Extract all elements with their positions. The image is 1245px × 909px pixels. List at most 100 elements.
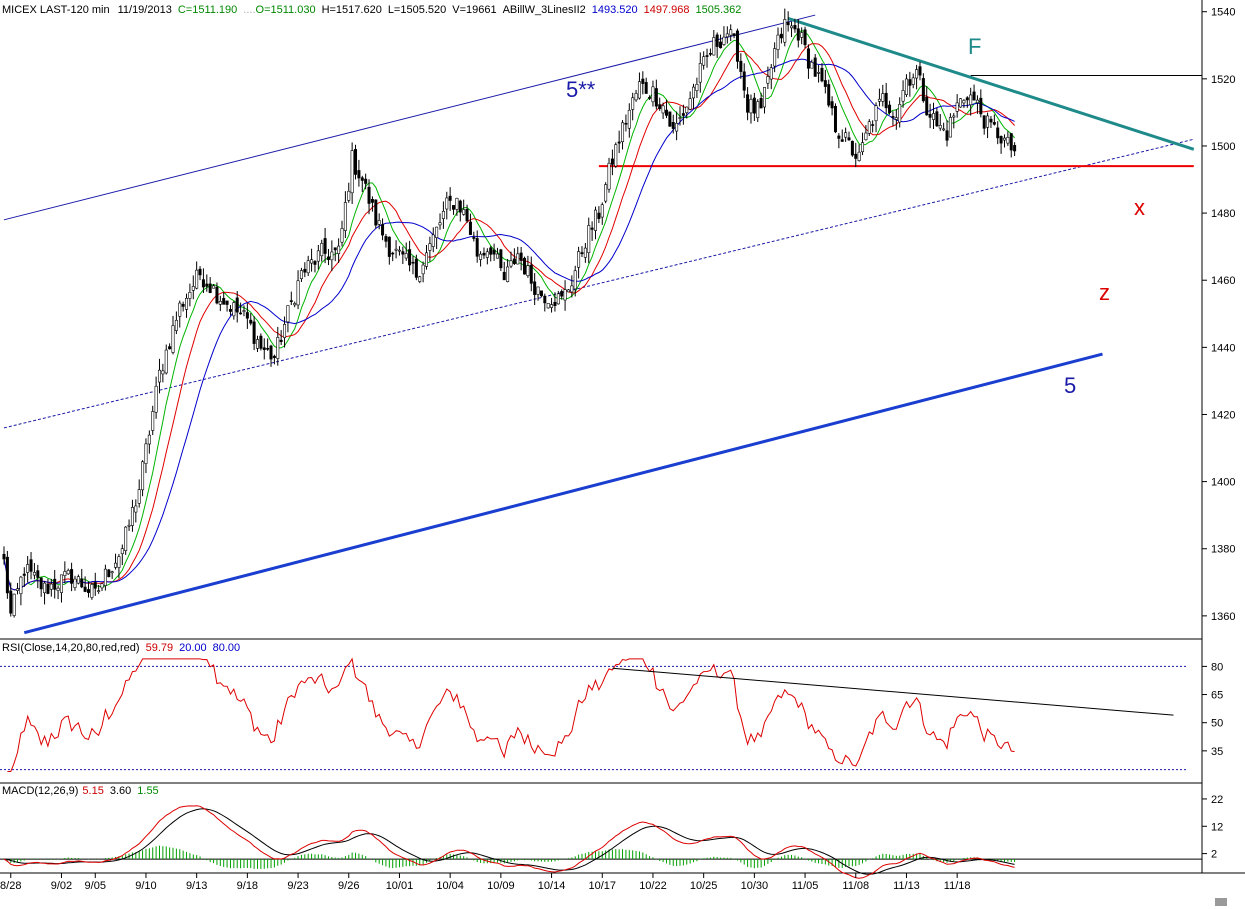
candle-body: [877, 98, 881, 102]
candle-body: [637, 81, 641, 99]
candle-body: [722, 36, 726, 45]
candle-body: [12, 593, 16, 616]
candle-body: [773, 48, 777, 67]
candle-body: [894, 117, 898, 120]
candle-body: [49, 583, 53, 590]
candle-body: [157, 369, 161, 383]
date-tick-label: 10/22: [639, 880, 667, 892]
candle-body: [593, 209, 597, 231]
candle-body: [512, 258, 516, 265]
candle-body: [965, 97, 969, 101]
date-tick-label: 9/13: [186, 880, 207, 892]
candle-body: [861, 142, 865, 153]
candle-body: [685, 106, 689, 113]
candle-body: [283, 324, 287, 338]
date-tick-label: 10/25: [690, 880, 718, 892]
candle-body: [141, 461, 145, 491]
candle-body: [739, 60, 743, 72]
price-tick-label: 1360: [1211, 611, 1235, 623]
date-tick-label: 9/26: [338, 880, 359, 892]
candle-body: [742, 71, 746, 91]
candle-body: [908, 79, 912, 86]
candle-body: [793, 25, 797, 30]
candle-body: [80, 578, 84, 588]
candle-body: [198, 268, 202, 276]
candle-body: [580, 252, 584, 255]
candle-body: [881, 93, 885, 102]
candle-body: [566, 289, 570, 293]
candle-body: [110, 571, 114, 574]
candle-body: [587, 225, 591, 253]
candle-body: [624, 122, 628, 125]
candle-body: [384, 236, 388, 242]
candle-body: [668, 111, 672, 127]
candle-body: [245, 312, 249, 319]
macd-line: [3, 805, 1015, 879]
candle-body: [29, 559, 33, 572]
candle-body: [387, 236, 391, 257]
candle-body: [367, 186, 371, 204]
candle-body: [479, 253, 483, 260]
annotation-5: 5: [1064, 373, 1076, 398]
candle-body: [641, 78, 645, 84]
candle-body: [397, 249, 401, 252]
candle-body: [749, 99, 753, 114]
candle-body: [455, 197, 459, 210]
candle-body: [168, 346, 172, 350]
candle-body: [242, 310, 246, 312]
candle-body: [898, 104, 902, 123]
candle-body: [938, 125, 942, 129]
scroll-indicator[interactable]: [1215, 898, 1227, 906]
rsi-tick-label: 50: [1211, 718, 1223, 730]
candle-body: [343, 202, 347, 231]
candle-body: [404, 253, 408, 259]
candle-body: [22, 573, 26, 576]
candle-body: [840, 139, 844, 142]
candle-body: [134, 505, 138, 513]
candle-body: [874, 105, 878, 122]
candle-body: [228, 309, 232, 312]
candle-body: [377, 220, 381, 225]
candle-body: [519, 252, 523, 261]
candle-body: [201, 279, 205, 288]
candle-body: [975, 99, 979, 104]
candle-body: [945, 130, 949, 141]
candle-body: [644, 82, 648, 94]
header-low: L=1505.520: [388, 4, 446, 16]
date-tick-label: 10/01: [386, 880, 414, 892]
candle-body: [986, 115, 990, 128]
candle-body: [26, 564, 30, 573]
candle-body: [671, 122, 675, 129]
candle-body: [100, 583, 104, 589]
candle-body: [107, 569, 111, 578]
candle-body: [269, 345, 273, 360]
candle-body: [370, 199, 374, 203]
candle-body: [70, 569, 74, 584]
candle-body: [448, 195, 452, 201]
candle-body: [904, 78, 908, 95]
candle-body: [806, 48, 810, 69]
candle-body: [103, 568, 107, 586]
annotation-x: x: [1134, 195, 1145, 220]
candle-body: [871, 124, 875, 126]
candle-body: [465, 208, 469, 222]
candle-body: [610, 158, 614, 165]
candle-body: [262, 347, 266, 350]
candle-body: [394, 248, 398, 251]
candle-body: [215, 286, 219, 304]
candle-body: [489, 247, 493, 255]
candle-body: [769, 67, 773, 80]
rsi-label: RSI(Close,14,20,80,red,red): [2, 642, 140, 654]
candle-body: [414, 258, 418, 278]
candle-body: [935, 111, 939, 127]
date-tick-label: 10/09: [487, 880, 515, 892]
header-ind-blue: 1493.520: [592, 4, 638, 16]
header-indicator: ABillW_3LinesII2: [503, 4, 586, 16]
candle-body: [992, 122, 996, 125]
candle-body: [779, 33, 783, 39]
candle-body: [604, 184, 608, 202]
candle-body: [120, 548, 124, 555]
candle-body: [931, 113, 935, 120]
price-tick-label: 1500: [1211, 141, 1235, 153]
